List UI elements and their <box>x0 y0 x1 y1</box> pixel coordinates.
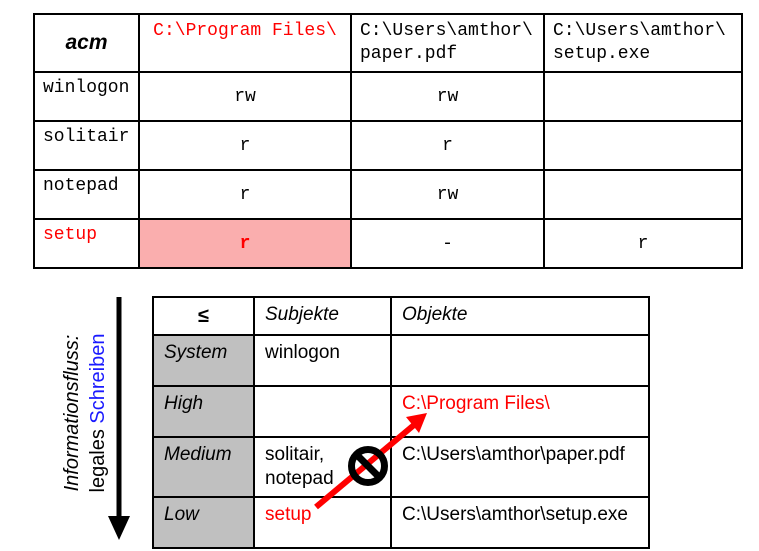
acm-table: acm C:\Program Files\ C:\Users\amthor\ p… <box>33 13 743 269</box>
lattice-subjects-cell: setup <box>253 496 392 549</box>
lattice-objects-cell: C:\Program Files\ <box>390 385 650 438</box>
lattice-table: ≤ Subjekte Objekte System winlogon High … <box>152 296 650 549</box>
flow-label-line1: Informationsfluss: <box>61 334 83 492</box>
acm-header-row: acm C:\Program Files\ C:\Users\amthor\ p… <box>33 13 743 73</box>
level-label: Medium <box>152 436 255 498</box>
acm-col-header-line2: paper.pdf <box>360 44 458 64</box>
subject-line1: solitair, <box>265 444 325 465</box>
lattice-subjects-cell <box>253 385 392 438</box>
flow-label-legales: legales <box>87 423 109 493</box>
acm-row-label: solitair <box>33 120 140 171</box>
lattice-objects-cell: C:\Users\amthor\setup.exe <box>390 496 650 549</box>
acm-row-label: winlogon <box>33 71 140 122</box>
acm-row-notepad: notepad r rw <box>33 169 743 220</box>
lattice-subjects-cell: winlogon <box>253 334 392 387</box>
lattice-row-low: Low setup C:\Users\amthor\setup.exe <box>152 496 650 549</box>
acm-row-winlogon: winlogon rw rw <box>33 71 743 122</box>
level-label: High <box>152 385 255 438</box>
subject-line2: notepad <box>265 468 334 489</box>
flow-label-line2: legales Schreiben <box>85 334 111 493</box>
lattice-row-system: System winlogon <box>152 334 650 387</box>
lattice-order-symbol: ≤ <box>152 296 255 336</box>
acm-cell: r <box>138 169 352 220</box>
acm-cell: - <box>350 218 545 269</box>
acm-cell: rw <box>138 71 352 122</box>
acm-cell: rw <box>350 71 545 122</box>
acm-cell-highlighted: r <box>138 218 352 269</box>
acm-cell <box>543 169 743 220</box>
acm-cell <box>543 71 743 122</box>
acm-cell: rw <box>350 169 545 220</box>
down-arrow-icon <box>108 297 130 540</box>
lattice-header-row: ≤ Subjekte Objekte <box>152 296 650 336</box>
flow-label-schreiben: Schreiben <box>87 333 109 424</box>
level-label: System <box>152 334 255 387</box>
lattice-row-high: High C:\Program Files\ <box>152 385 650 438</box>
information-flow-label: Informationsfluss: legales Schreiben <box>59 334 111 493</box>
lattice-objects-cell: C:\Users\amthor\paper.pdf <box>390 436 650 498</box>
lattice-row-medium: Medium solitair, notepad C:\Users\amthor… <box>152 436 650 498</box>
acm-corner-label: acm <box>33 13 140 73</box>
acm-cell <box>543 120 743 171</box>
acm-col-header-paper-pdf: C:\Users\amthor\ paper.pdf <box>350 13 545 73</box>
acm-cell: r <box>543 218 743 269</box>
lattice-subjects-cell: solitair, notepad <box>253 436 392 498</box>
acm-col-header-line1: C:\Users\amthor\ <box>553 21 726 41</box>
level-label: Low <box>152 496 255 549</box>
lattice-objects-cell <box>390 334 650 387</box>
acm-row-setup: setup r - r <box>33 218 743 269</box>
acm-cell: r <box>350 120 545 171</box>
acm-col-header-program-files: C:\Program Files\ <box>138 13 352 73</box>
acm-row-solitair: solitair r r <box>33 120 743 171</box>
acm-row-label: setup <box>33 218 140 269</box>
acm-row-label: notepad <box>33 169 140 220</box>
lattice-col-objects: Objekte <box>390 296 650 336</box>
acm-cell: r <box>138 120 352 171</box>
lattice-col-subjects: Subjekte <box>253 296 392 336</box>
acm-col-header-text: C:\Program Files\ <box>153 21 337 41</box>
acm-col-header-line1: C:\Users\amthor\ <box>360 21 533 41</box>
acm-col-header-setup-exe: C:\Users\amthor\ setup.exe <box>543 13 743 73</box>
acm-col-header-line2: setup.exe <box>553 44 651 64</box>
